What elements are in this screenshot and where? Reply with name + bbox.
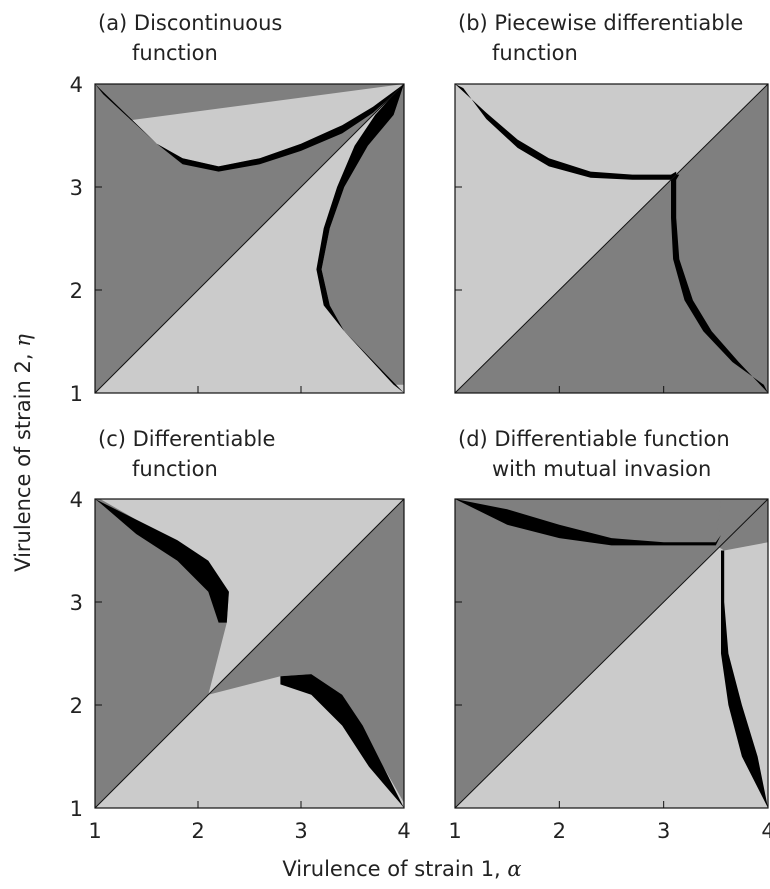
- panel-b-plot: [455, 84, 768, 393]
- panel-c: 1 2 3 4 1 2 3 4 (c) Differentiable function: [70, 427, 411, 843]
- panel-d-frame: [454, 498, 769, 809]
- panel-a-upper-dark-band: [95, 84, 404, 172]
- panel-c-ytick-label: 3: [70, 591, 83, 615]
- panel-a-frame: [94, 83, 405, 394]
- panel-a-ytick-label: 1: [70, 382, 83, 406]
- panel-a-title-line1: (a) Discontinuous: [98, 11, 282, 35]
- x-axis-label: Virulence of strain 1, α: [282, 857, 521, 881]
- panel-d-xtick-label: 1: [448, 819, 461, 843]
- panel-a-lower-mid-region: [321, 84, 404, 385]
- panel-c-ytick-label: 4: [70, 488, 83, 512]
- panel-b: (b) Piecewise differentiable function: [454, 11, 769, 394]
- panel-c-diagonal: [95, 499, 404, 808]
- panel-d: 1 2 3 4 (d) Differentiable function with mutu…: [448, 427, 770, 843]
- panel-d-title-line2: with mutual invasion: [492, 457, 711, 481]
- panel-c-xtick-label: 1: [88, 819, 101, 843]
- panel-d-upper-dark-band: [455, 499, 721, 546]
- panel-c-title-line2: function: [132, 457, 218, 481]
- y-axis-symbol: η: [11, 334, 35, 347]
- panel-d-diagonal: [455, 499, 768, 808]
- panel-b-diagonal: [455, 84, 768, 393]
- panel-c-ytick-label: 2: [70, 694, 83, 718]
- panel-a-upper-light-region: [103, 84, 404, 167]
- panel-d-xtick-label: 2: [553, 819, 566, 843]
- panel-d-title-line1: (d) Differentiable function: [458, 427, 730, 451]
- panel-b-title-line2: function: [492, 41, 578, 65]
- panel-a: 1 2 3 4 (a) Discontinuous function: [70, 11, 405, 406]
- panel-c-lower-dark-band: [280, 674, 404, 808]
- panel-c-xtick-label: 4: [397, 819, 410, 843]
- panel-c-frame: [94, 498, 405, 809]
- panel-a-ytick-label: 3: [70, 176, 83, 200]
- panel-c-xtick-label: 3: [294, 819, 307, 843]
- panel-b-title-line1: (b) Piecewise differentiable: [458, 11, 743, 35]
- panel-a-title-line2: function: [132, 41, 218, 65]
- panel-a-ytick-label: 2: [70, 279, 83, 303]
- panel-a-plot: [95, 84, 404, 393]
- x-axis-symbol: α: [507, 857, 521, 881]
- panel-c-title-line1: (c) Differentiable: [98, 427, 275, 451]
- panel-d-plot: [455, 499, 768, 808]
- panel-c-upper-dark-band: [95, 499, 229, 623]
- panel-a-lower-dark-band: [316, 84, 404, 393]
- y-axis-label: Virulence of strain 2, η: [11, 334, 35, 572]
- panel-a-diagonal: [95, 84, 404, 393]
- panel-c-ytick-label: 1: [70, 797, 83, 821]
- panel-d-lower-dark-band: [721, 550, 768, 808]
- panel-c-xtick-label: 2: [191, 819, 204, 843]
- panel-d-xtick-label: 3: [657, 819, 670, 843]
- panel-c-plot: [95, 499, 404, 808]
- panel-a-ytick-label: 4: [70, 73, 83, 97]
- panel-c-upper-light-region: [100, 499, 404, 695]
- panel-b-frame: [454, 83, 769, 394]
- panel-d-xtick-label: 4: [761, 819, 770, 843]
- panel-c-lower-mid-region: [208, 499, 404, 803]
